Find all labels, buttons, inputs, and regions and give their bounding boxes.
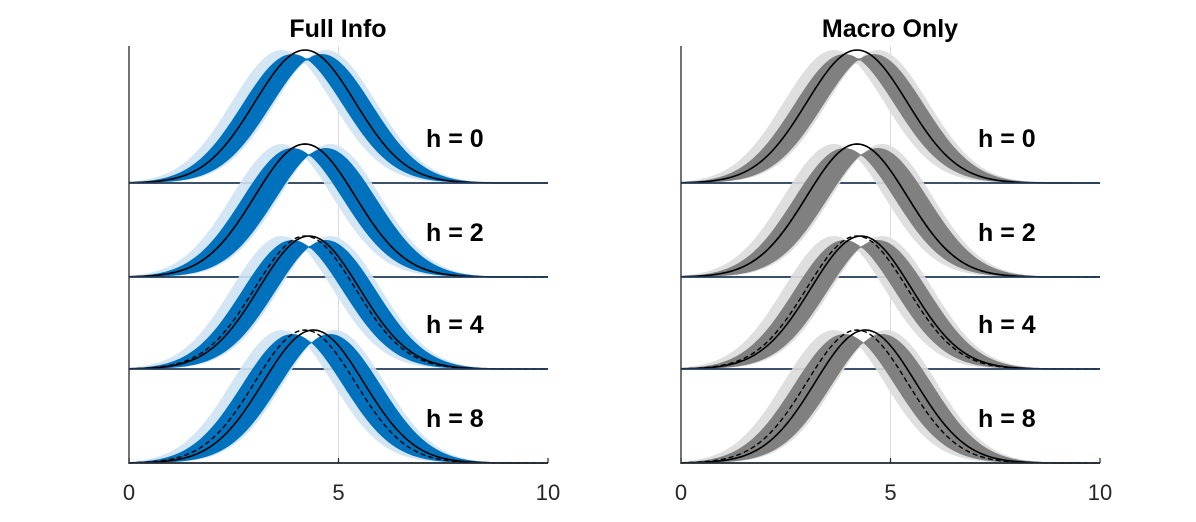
band [129,54,548,183]
x-tick-label: 0 [675,480,687,505]
band [681,334,1100,463]
ridge-label: h = 8 [978,405,1036,433]
ridge: h = 0 [680,49,1100,184]
ridge: h = 4 [128,235,548,370]
panel-full-info: Full Info h = 0 h = 2 h = 4 h = 8 0 5 10 [123,15,560,505]
ridge: h = 2 [128,143,548,278]
x-tick-label: 10 [1088,480,1112,505]
x-tick-label: 0 [123,480,135,505]
band [681,240,1100,369]
plot-full-info: h = 0 h = 2 h = 4 h = 8 0 5 10 [123,46,560,505]
x-tick-label: 5 [332,480,344,505]
ridge-label: h = 0 [426,125,484,153]
ridge-label: h = 8 [426,405,484,433]
panel-macro-only: Macro Only h = 0 h = 2 h = 4 h = 8 0 5 10 [675,15,1112,505]
band [129,240,548,369]
x-tick-label: 10 [536,480,560,505]
band [681,148,1100,277]
band [129,334,548,463]
band [681,54,1100,183]
panel-title-full-info: Full Info [289,15,386,43]
ridge-label: h = 4 [426,311,484,339]
band [129,148,548,277]
ridge-label: h = 0 [978,125,1036,153]
x-tick-label: 5 [884,480,896,505]
plot-macro-only: h = 0 h = 2 h = 4 h = 8 0 5 10 [675,46,1112,505]
ridge-label: h = 4 [978,311,1036,339]
panel-title-macro-only: Macro Only [822,15,958,43]
ridge-label: h = 2 [978,219,1036,247]
ridge: h = 4 [680,235,1100,370]
ridge-label: h = 2 [426,219,484,247]
